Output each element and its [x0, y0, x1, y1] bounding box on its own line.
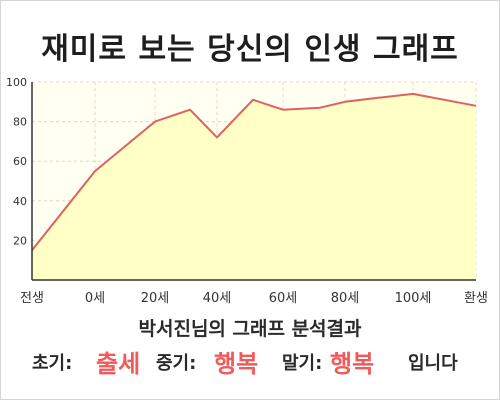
late-stage-value: 행복: [330, 350, 375, 378]
axis-layer: [31, 82, 476, 281]
y-tick-label: 60: [13, 155, 27, 168]
y-tick-label: 80: [13, 116, 27, 129]
late-stage-label: 말기:: [282, 353, 323, 374]
x-tick-label: 0세: [85, 291, 105, 306]
area-fill: [32, 93, 476, 281]
x-tick-label: 80세: [331, 291, 360, 306]
y-tick-labels: 20 40 60 80 100: [6, 76, 27, 247]
area-layer: [31, 92, 477, 281]
y-tick-label: 40: [13, 195, 27, 208]
early-stage-value: 출세: [96, 350, 141, 378]
x-tick-labels: 전생 0세 20세 40세 60세 80세 100세 환생: [20, 291, 488, 306]
closing-text: 입니다: [408, 353, 458, 374]
analysis-caption: 박서진님의 그래프 분석결과: [138, 318, 362, 340]
early-stage-label: 초기:: [32, 353, 73, 374]
y-tick-label: 100: [6, 76, 27, 89]
x-tick-label: 20세: [141, 291, 170, 306]
analysis-result: 초기: 출세 중기: 행복 말기: 행복 입니다: [0, 346, 500, 382]
series-line: [31, 92, 477, 251]
mid-stage-label: 중기:: [156, 353, 197, 374]
x-tick-label: 환생: [464, 291, 488, 306]
x-tick-label: 100세: [395, 291, 432, 306]
page-title: 재미로 보는 당신의 인생 그래프: [41, 32, 459, 67]
x-tick-label: 60세: [269, 291, 298, 306]
y-tick-label: 20: [13, 234, 27, 247]
mid-stage-value: 행복: [214, 350, 259, 378]
x-tick-label: 전생: [20, 291, 44, 306]
x-tick-label: 40세: [203, 291, 232, 306]
